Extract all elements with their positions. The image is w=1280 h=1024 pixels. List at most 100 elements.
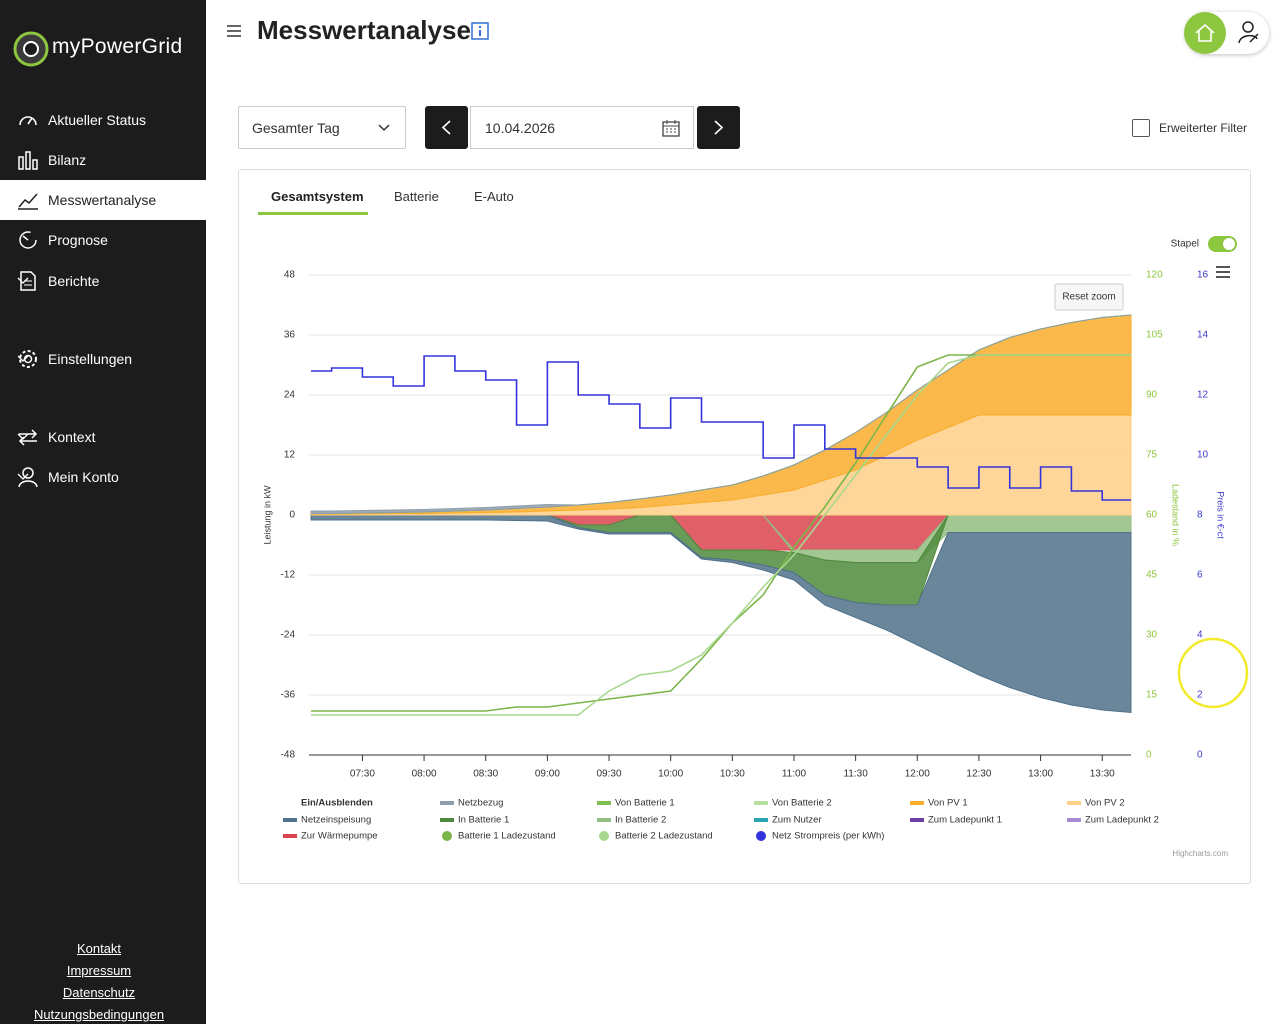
menu-label: Messwertanalyse: [48, 192, 157, 208]
x-tick-label: 08:00: [412, 769, 437, 780]
menu-label: Prognose: [48, 232, 108, 248]
menu-label: Einstellungen: [48, 351, 133, 367]
icon: [19, 231, 37, 249]
x-tick-label: 11:30: [843, 769, 868, 780]
menu-item[interactable]: Aktueller Status: [0, 100, 206, 140]
legend-item[interactable]: Zum Nutzer: [772, 815, 822, 826]
brand: myPowerGrid: [52, 35, 183, 58]
reset-zoom-button[interactable]: [1054, 283, 1124, 311]
menu-label: Aktueller Status: [48, 112, 147, 128]
footer-link[interactable]: Datenschutz: [62, 985, 136, 1000]
hamburger[interactable]: [226, 24, 242, 38]
y3-tick-label: 12: [1197, 390, 1209, 401]
chevron: [378, 124, 390, 132]
y2-tick-label: 75: [1146, 450, 1158, 461]
legend-item[interactable]: Netz Strompreis (per kWh): [772, 831, 884, 842]
y3-axis-title: Preis in €-ct: [1216, 491, 1226, 539]
legend-item[interactable]: Batterie 2 Ladezustand: [615, 831, 713, 842]
x-tick-label: 13:00: [1028, 769, 1053, 780]
chevron: [17, 473, 29, 480]
icon: [18, 151, 38, 170]
chart: Stapel Reset zoom Highcharts.com 4836241…: [262, 236, 1249, 858]
prev-button[interactable]: [425, 106, 469, 149]
x-tick-label: 13:30: [1090, 769, 1115, 780]
legend-symbol: [754, 801, 768, 805]
footer-link[interactable]: Impressum: [66, 963, 132, 978]
y-tick-label: -36: [281, 690, 296, 701]
menu-label: Bilanz: [48, 152, 87, 168]
legend-symbol: [910, 801, 924, 805]
area: [310, 314, 1132, 514]
menu-item[interactable]: Kontext: [0, 417, 206, 457]
legend-symbol: [597, 818, 611, 822]
next-button[interactable]: [697, 106, 741, 149]
y3-tick-label: 6: [1197, 570, 1203, 581]
legend-symbol: [283, 818, 297, 822]
legend-symbol: [756, 831, 766, 841]
legend-item[interactable]: In Batterie 1: [458, 815, 509, 826]
y2-axis-title: Ladestand in %: [1171, 484, 1181, 546]
y-tick-label: -48: [281, 750, 296, 761]
x-tick-label: 08:30: [473, 769, 498, 780]
export-menu[interactable]: [1216, 266, 1230, 278]
tab[interactable]: Batterie: [394, 189, 439, 204]
y2-tick-label: 45: [1146, 570, 1158, 581]
legend-item[interactable]: Netzeinspeisung: [301, 815, 371, 826]
page-title: Messwertanalyse: [257, 15, 471, 45]
reset-zoom-label: Reset zoom: [1062, 292, 1115, 303]
footer-link[interactable]: Kontakt: [76, 941, 122, 956]
chart-card: [238, 169, 1251, 884]
menu-label: Berichte: [48, 273, 100, 289]
legend-symbol: [599, 831, 609, 841]
y2-tick-label: 60: [1146, 510, 1158, 521]
legend-item[interactable]: Von Batterie 1: [615, 798, 675, 809]
menu-item[interactable]: Bilanz: [0, 140, 206, 180]
range-select[interactable]: [238, 106, 406, 149]
legend-item[interactable]: Zum Ladepunkt 2: [1085, 815, 1159, 826]
y-tick-label: 24: [284, 390, 296, 401]
y-tick-label: 36: [284, 330, 296, 341]
y2-tick-label: 105: [1146, 330, 1163, 341]
menu-item[interactable]: Einstellungen: [0, 339, 206, 379]
legend-item[interactable]: Von Batterie 2: [772, 798, 832, 809]
area: [310, 514, 1132, 714]
legend-item[interactable]: Batterie 1 Ladezustand: [458, 831, 556, 842]
menu-item-active[interactable]: Messwertanalyse: [0, 180, 206, 220]
stack-toggle-label: Stapel: [1171, 239, 1199, 250]
menu-label: Kontext: [48, 429, 96, 445]
line: [311, 355, 1131, 501]
legend-item[interactable]: Zum Ladepunkt 1: [928, 815, 1002, 826]
legend-symbol: [440, 818, 454, 822]
footer-link[interactable]: Nutzungsbedingungen: [33, 1007, 165, 1022]
menu-item[interactable]: Prognose: [0, 220, 206, 260]
x-tick-label: 07:30: [350, 769, 375, 780]
menu-item[interactable]: Berichte: [0, 261, 206, 301]
y-tick-label: 0: [289, 510, 295, 521]
menu-item[interactable]: Mein Konto: [0, 457, 206, 497]
legend-symbol: [283, 834, 297, 838]
legend-item[interactable]: Von PV 1: [928, 798, 968, 809]
chevron: [17, 355, 29, 362]
calendar-icon[interactable]: [662, 119, 680, 137]
legend-item[interactable]: Von PV 2: [1085, 798, 1125, 809]
range-label: Gesamter Tag: [252, 120, 340, 136]
date-input[interactable]: [470, 106, 694, 149]
x-tick-label: 10:30: [720, 769, 745, 780]
y3-tick-label: 8: [1197, 510, 1203, 521]
legend-item[interactable]: Netzbezug: [458, 798, 503, 809]
menu-label: Mein Konto: [48, 469, 119, 485]
y3-tick-label: 16: [1197, 270, 1209, 281]
filter-label: Erweiterter Filter: [1159, 121, 1248, 135]
chevron: [17, 433, 29, 440]
legend-item[interactable]: Zur Wärmepumpe: [301, 831, 378, 842]
y3-tick-label: 0: [1197, 750, 1203, 761]
legend-item[interactable]: In Batterie 2: [615, 815, 666, 826]
tab[interactable]: E-Auto: [474, 189, 514, 204]
info-icon[interactable]: [471, 22, 489, 41]
account-icons[interactable]: [1184, 12, 1272, 56]
y-tick-label: 12: [284, 450, 296, 461]
tab-active[interactable]: Gesamtsystem: [271, 189, 364, 204]
x-tick-label: 09:30: [597, 769, 622, 780]
filter-checkbox[interactable]: [1132, 119, 1150, 137]
tab-underline: [258, 212, 368, 215]
